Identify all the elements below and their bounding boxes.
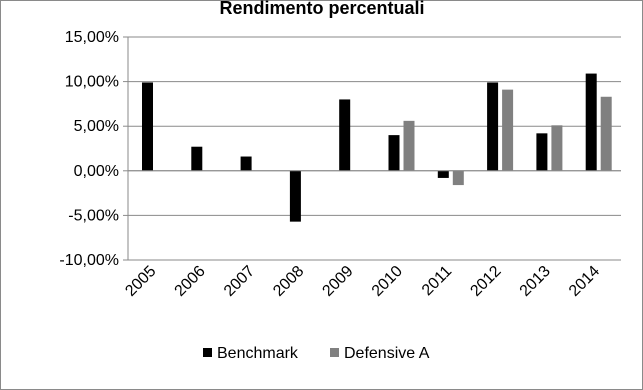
y-tick-label: 10,00% xyxy=(65,74,119,91)
legend-swatch xyxy=(330,348,339,357)
bar-defensive-a xyxy=(551,125,563,171)
bar-defensive-a xyxy=(502,89,514,171)
legend-label: Defensive A xyxy=(344,345,430,362)
bar-benchmark xyxy=(191,146,203,171)
y-tick-label: 5,00% xyxy=(74,118,119,135)
bar-benchmark xyxy=(339,99,351,171)
legend: Benchmark Defensive A xyxy=(203,345,430,362)
legend-label: Benchmark xyxy=(217,345,299,362)
y-axis-ticks: 15,00% 10,00% 5,00% 0,00% -5,00% -10,00% xyxy=(59,29,119,269)
bars xyxy=(142,73,612,222)
bar-defensive-a xyxy=(403,120,415,171)
y-tick-label: 0,00% xyxy=(74,163,119,180)
y-tick-label: -5,00% xyxy=(68,207,119,224)
y-tick-label: -10,00% xyxy=(59,252,119,269)
bar-benchmark xyxy=(240,156,252,171)
bar-benchmark xyxy=(437,170,449,178)
bar-defensive-a xyxy=(600,96,612,171)
bar-benchmark xyxy=(388,135,400,171)
bar-benchmark xyxy=(585,73,597,171)
chart-title: Rendimento percentuali xyxy=(219,0,424,18)
y-tick-label: 15,00% xyxy=(65,29,119,46)
bar-benchmark xyxy=(487,82,499,171)
bar-benchmark xyxy=(289,170,301,222)
bar-benchmark xyxy=(142,82,153,171)
bar-defensive-a xyxy=(452,170,464,186)
legend-swatch xyxy=(203,348,212,357)
bar-benchmark xyxy=(536,133,548,171)
